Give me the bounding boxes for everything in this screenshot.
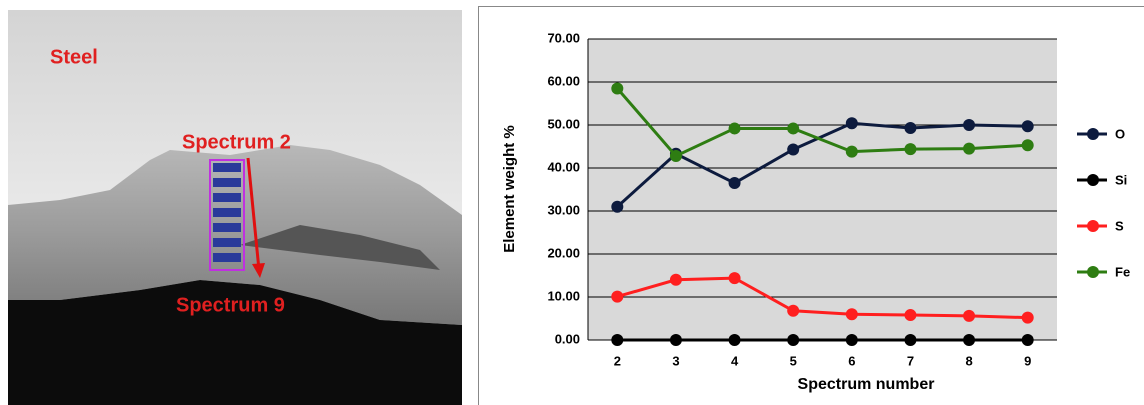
data-point	[787, 122, 800, 135]
y-tick-label: 70.00	[547, 30, 580, 45]
data-point	[963, 334, 976, 346]
data-point	[669, 273, 682, 286]
y-tick-label: 20.00	[547, 245, 580, 260]
data-point	[611, 290, 624, 303]
x-tick-label: 7	[907, 353, 914, 368]
data-point	[963, 309, 976, 322]
series-line	[616, 276, 1028, 320]
data-point	[963, 119, 976, 131]
legend-label: O	[1115, 126, 1125, 141]
data-point	[728, 177, 741, 190]
x-tick-label: 3	[672, 353, 679, 368]
series-line	[616, 87, 1028, 158]
data-point	[669, 334, 682, 346]
x-tick-label: 2	[614, 353, 621, 368]
micrograph-label: Steel	[50, 46, 98, 68]
data-point	[669, 149, 682, 162]
micrograph-label: Spectrum 2	[182, 131, 291, 153]
y-tick-label: 60.00	[547, 73, 580, 88]
data-point	[611, 200, 624, 213]
data-point	[728, 334, 741, 346]
data-point	[904, 143, 917, 156]
x-tick-label: 6	[848, 353, 855, 368]
data-point	[845, 117, 858, 130]
legend-label: S	[1115, 218, 1124, 233]
data-point	[1021, 311, 1034, 324]
x-tick-label: 9	[1024, 353, 1031, 368]
data-point	[787, 334, 800, 346]
data-point	[904, 122, 917, 135]
y-tick-label: 30.00	[547, 202, 580, 217]
data-point	[904, 309, 917, 322]
micrograph: Steel Spectrum 2 Spectrum 9	[8, 10, 462, 405]
data-point	[1021, 139, 1034, 152]
legend-label: Si	[1115, 172, 1127, 187]
data-point	[845, 308, 858, 321]
data-point	[728, 122, 741, 135]
series-line	[616, 121, 1028, 208]
legend-marker	[1087, 220, 1099, 232]
legend-marker	[1087, 128, 1099, 140]
data-point	[1021, 120, 1034, 133]
data-point	[611, 82, 624, 95]
data-point	[963, 142, 976, 155]
legend-label: Fe	[1115, 264, 1130, 279]
legend-marker	[1087, 174, 1099, 186]
data-point	[904, 334, 917, 346]
x-axis-label: Spectrum number	[798, 376, 935, 393]
x-tick-label: 4	[731, 353, 739, 368]
y-tick-label: 50.00	[547, 116, 580, 131]
y-axis-label: Element weight %	[501, 125, 518, 253]
data-point	[611, 334, 624, 346]
data-point	[787, 143, 800, 156]
data-point	[845, 145, 858, 158]
data-point	[1021, 334, 1034, 346]
y-tick-label: 10.00	[547, 288, 580, 303]
data-point	[787, 304, 800, 317]
data-point	[728, 272, 741, 285]
legend-marker	[1087, 266, 1099, 278]
data-point	[845, 334, 858, 346]
plot-area	[588, 39, 1057, 340]
x-tick-label: 8	[965, 353, 972, 368]
x-tick-label: 5	[790, 353, 797, 368]
y-tick-label: 40.00	[547, 159, 580, 174]
micrograph-label: Spectrum 9	[176, 294, 285, 316]
y-tick-label: 0.00	[555, 331, 580, 346]
